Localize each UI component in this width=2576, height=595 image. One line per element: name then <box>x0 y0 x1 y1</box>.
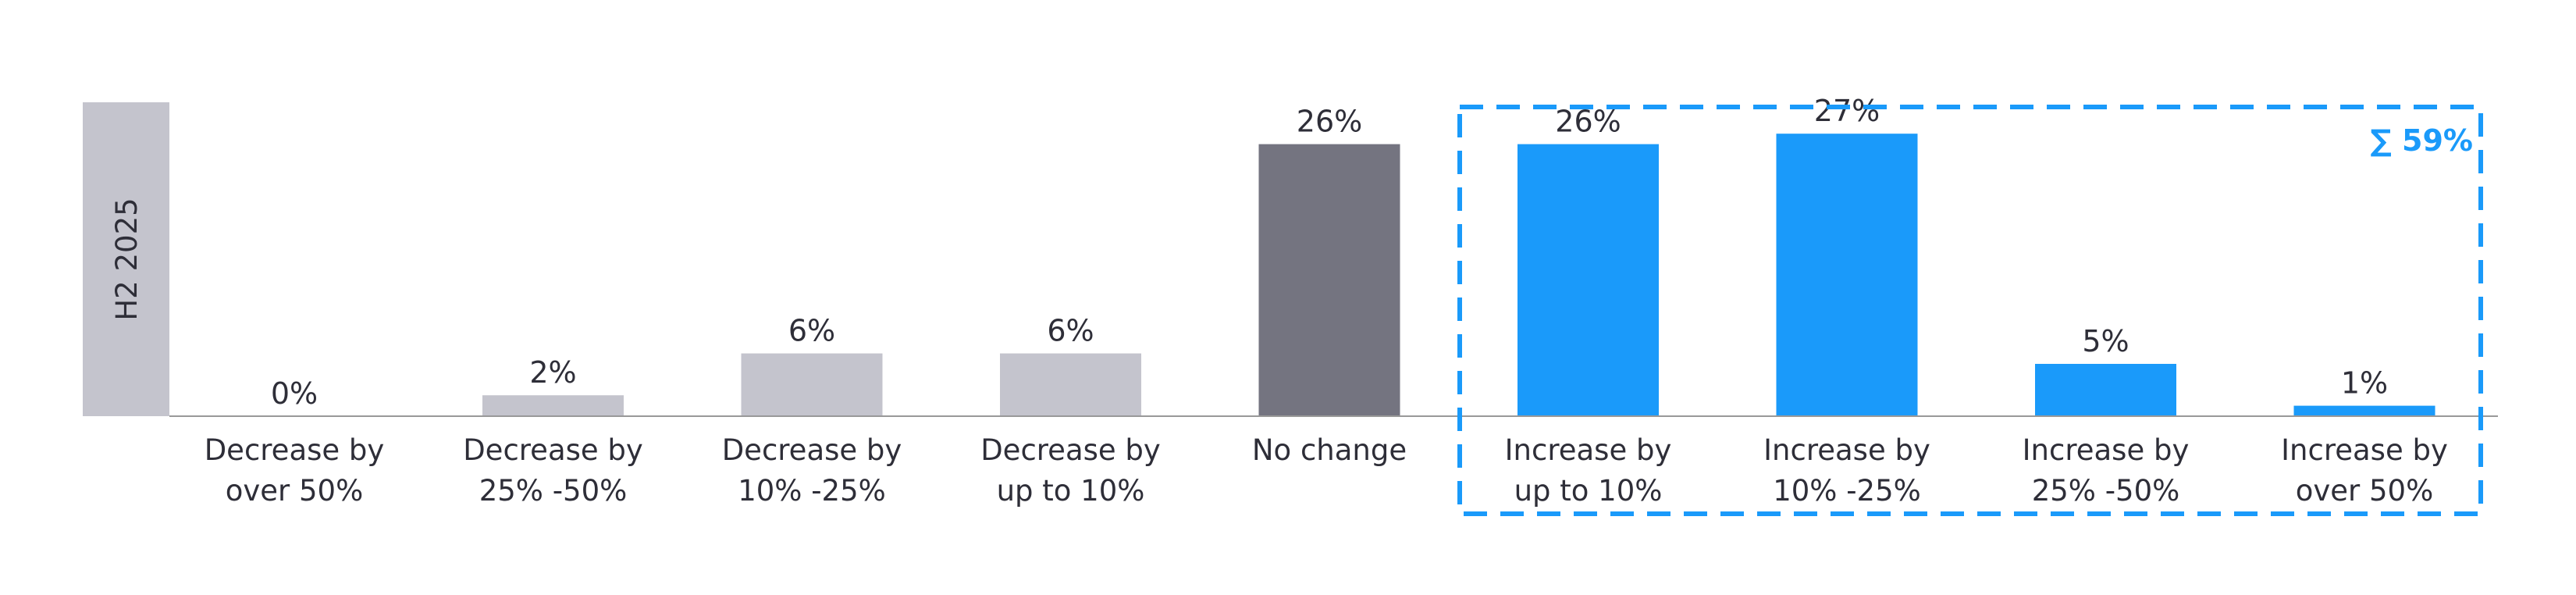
bar-value-label: 26% <box>1297 105 1362 139</box>
bar-value-label: 2% <box>529 355 576 390</box>
series-label-panel <box>83 102 169 416</box>
bar-value-label: 6% <box>1047 314 1094 348</box>
value-labels-group: 0% 2% 6% 6% 26% 26% 27% 5% 1% <box>271 94 2388 411</box>
bar <box>741 353 883 416</box>
bar <box>1000 353 1141 416</box>
bar <box>2035 364 2176 416</box>
bar <box>482 395 624 416</box>
category-label: Increase by over 50% <box>2281 433 2448 508</box>
increase-sum-label: ∑ 59% <box>2371 123 2473 158</box>
category-label: No change <box>1252 433 1407 467</box>
category-label: Increase by 10% -25% <box>1763 433 1930 508</box>
category-label: Decrease by 10% -25% <box>722 433 902 508</box>
category-label: Increase by up to 10% <box>1505 433 1672 508</box>
bar-value-label: 26% <box>1555 105 1621 139</box>
bar-value-label: 5% <box>2082 324 2129 358</box>
bar <box>2293 405 2435 416</box>
bar-value-label: 6% <box>788 314 835 348</box>
category-label: Decrease by over 50% <box>205 433 385 508</box>
category-label: Decrease by 25% -50% <box>463 433 643 508</box>
bar <box>1776 134 1918 416</box>
bar-value-label: 1% <box>2341 366 2388 401</box>
bar-value-label: 27% <box>1814 94 1880 128</box>
category-label: Decrease by up to 10% <box>980 433 1161 508</box>
bar <box>1258 144 1400 416</box>
bar <box>1517 144 1659 416</box>
category-labels-group: Decrease by over 50% Decrease by 25% -50% De… <box>205 433 2448 508</box>
category-label: Increase by 25% -50% <box>2023 433 2190 508</box>
increase-highlight-box <box>1457 105 2483 516</box>
bar-value-label: 0% <box>271 376 318 411</box>
bars-group <box>482 134 2435 416</box>
series-label: H2 2025 <box>110 198 144 320</box>
